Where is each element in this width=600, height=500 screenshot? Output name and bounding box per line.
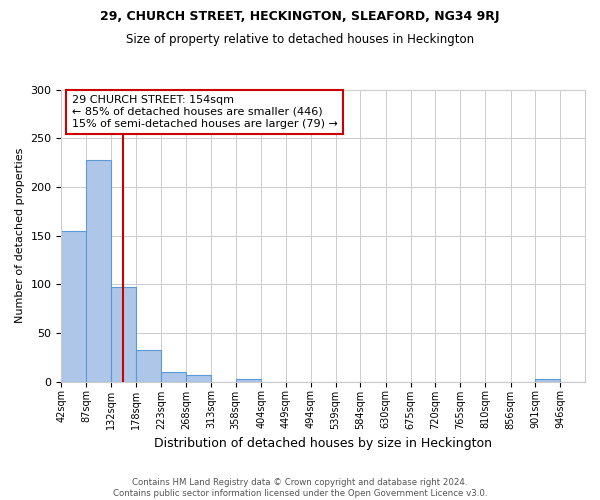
Bar — [535, 378, 560, 382]
Bar — [236, 378, 260, 382]
Text: 29 CHURCH STREET: 154sqm
← 85% of detached houses are smaller (446)
15% of semi-: 29 CHURCH STREET: 154sqm ← 85% of detach… — [72, 96, 338, 128]
X-axis label: Distribution of detached houses by size in Heckington: Distribution of detached houses by size … — [154, 437, 492, 450]
Bar — [86, 160, 111, 382]
Bar — [111, 287, 136, 382]
Bar — [61, 230, 86, 382]
Text: 29, CHURCH STREET, HECKINGTON, SLEAFORD, NG34 9RJ: 29, CHURCH STREET, HECKINGTON, SLEAFORD,… — [100, 10, 500, 23]
Bar — [161, 372, 186, 382]
Bar — [136, 350, 161, 382]
Y-axis label: Number of detached properties: Number of detached properties — [15, 148, 25, 324]
Bar — [186, 375, 211, 382]
Text: Contains HM Land Registry data © Crown copyright and database right 2024.
Contai: Contains HM Land Registry data © Crown c… — [113, 478, 487, 498]
Text: Size of property relative to detached houses in Heckington: Size of property relative to detached ho… — [126, 32, 474, 46]
